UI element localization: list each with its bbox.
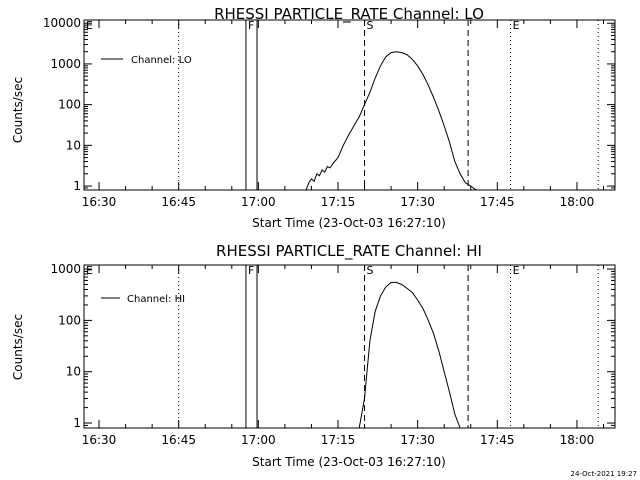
x-tick-label: 17:15 xyxy=(321,195,356,209)
x-axis-label: Start Time (23-Oct-03 16:27:10) xyxy=(252,455,446,469)
y-tick-label: 1 xyxy=(73,179,81,193)
x-tick-label: 17:00 xyxy=(241,195,276,209)
series-line xyxy=(358,281,461,428)
y-tick-label: 100 xyxy=(58,313,81,327)
x-axis-label: Start Time (23-Oct-03 16:27:10) xyxy=(252,216,446,230)
plot-frame xyxy=(83,264,616,429)
chart-title: RHESSI PARTICLE_RATE Channel: HI xyxy=(216,242,482,261)
timestamp: 24-Oct-2021 19:27 xyxy=(571,470,637,478)
event-marker-label: E xyxy=(513,19,520,32)
event-marker-label: E xyxy=(86,264,93,277)
y-axis-label: Counts/sec xyxy=(11,314,25,380)
x-tick-label: 17:45 xyxy=(480,433,515,447)
chart-title: RHESSI PARTICLE_RATE Channel: LO xyxy=(214,5,484,24)
x-tick-label: 17:30 xyxy=(400,195,435,209)
series-line xyxy=(305,51,477,190)
y-tick-label: 1000 xyxy=(50,57,81,71)
event-marker-label: E xyxy=(513,264,520,277)
x-tick-label: 16:45 xyxy=(161,433,196,447)
x-tick-label: 17:45 xyxy=(480,195,515,209)
y-tick-label: 100 xyxy=(58,98,81,112)
event-marker-label: F xyxy=(248,19,254,32)
y-tick-label: 10000 xyxy=(43,16,81,30)
y-tick-label: 10 xyxy=(66,365,81,379)
x-tick-label: 16:30 xyxy=(82,195,117,209)
event-marker-label: F xyxy=(248,264,254,277)
legend-entry-label: Channel: HI xyxy=(127,294,185,305)
event-marker-label: S xyxy=(367,19,374,32)
event-marker-label: E xyxy=(86,19,93,32)
x-tick-label: 16:45 xyxy=(161,195,196,209)
y-tick-label: 1000 xyxy=(50,262,81,276)
x-tick-label: 16:30 xyxy=(82,433,117,447)
x-tick-label: 17:00 xyxy=(241,433,276,447)
x-tick-label: 17:30 xyxy=(400,433,435,447)
x-tick-label: 18:00 xyxy=(560,433,595,447)
y-tick-label: 1 xyxy=(73,416,81,430)
y-axis-label: Counts/sec xyxy=(11,77,25,143)
event-marker-label: S xyxy=(367,264,374,277)
x-tick-label: 18:00 xyxy=(560,195,595,209)
x-tick-label: 17:15 xyxy=(321,433,356,447)
legend-entry-label: Channel: LO xyxy=(131,55,192,66)
y-tick-label: 10 xyxy=(66,138,81,152)
